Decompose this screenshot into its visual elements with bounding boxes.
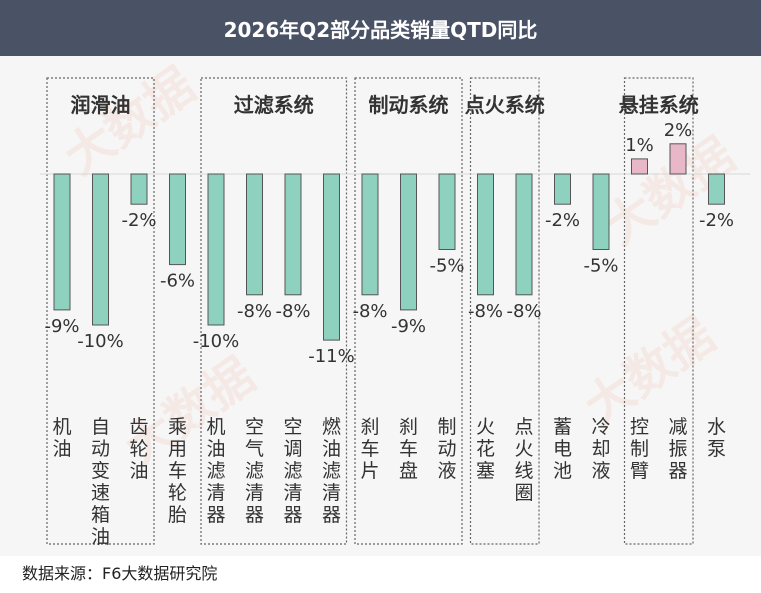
group-label: 制动系统 [369,93,449,117]
watermark-text: 大数据 [55,57,205,185]
category-label: 燃油滤清器 [322,416,341,526]
bar [323,173,340,341]
category-label: 机油 [52,416,71,460]
data-label: -8% [506,301,541,322]
bar [169,173,186,266]
bar [246,173,263,296]
source-note: 数据来源：F6大数据研究院 [22,564,218,583]
data-label: -8% [237,301,272,322]
data-label: -10% [77,331,124,352]
bar [438,173,456,250]
category-label: 乘用车轮胎 [168,416,187,526]
group-box [469,77,540,545]
data-label: -6% [160,271,195,292]
data-label: -2% [545,210,580,231]
category-label: 制动液 [437,416,456,482]
bar [284,173,302,296]
data-label: -5% [429,256,464,277]
data-label: -5% [583,256,618,277]
bar [400,173,417,311]
category-label: 减振器 [668,416,687,482]
bar [130,173,148,205]
bar [477,173,494,296]
bar [361,173,379,296]
bar [53,173,71,311]
group-box [200,77,348,545]
data-label: -9% [391,316,426,337]
category-label: 齿轮油 [129,416,148,482]
data-label: -8% [468,301,503,322]
category-label: 火花塞 [476,416,495,482]
data-label: -8% [275,301,310,322]
bar [669,143,687,175]
group-box [46,77,155,545]
group-label: 润滑油 [71,93,131,117]
category-label: 机油滤清器 [206,416,225,526]
category-label: 刹车盘 [399,416,418,482]
data-label: -2% [699,210,734,231]
data-label: 2% [664,120,693,141]
bar [554,173,571,205]
data-label: -2% [121,210,156,231]
category-label: 空调滤清器 [283,416,302,526]
chart-background [0,56,761,556]
group-box [354,77,463,545]
group-label: 悬挂系统 [619,93,699,117]
data-label: -10% [193,331,240,352]
category-label: 刹车片 [360,416,379,482]
data-label: -8% [352,301,387,322]
bar [207,173,225,326]
data-label: -11% [308,346,355,367]
data-label: 1% [625,135,654,156]
group-label: 点火系统 [465,93,545,117]
bar [92,173,109,326]
category-label: 空气滤清器 [245,416,264,526]
category-label: 点火线圈 [514,416,533,504]
bar [708,173,725,205]
chart-header: 2026年Q2部分品类销量QTD同比 [0,0,761,56]
bar [631,158,648,175]
category-label: 控制臂 [630,416,649,482]
data-label: -9% [44,316,79,337]
category-label: 冷却液 [591,416,610,482]
category-label: 水泵 [707,416,726,460]
chart-title: 2026年Q2部分品类销量QTD同比 [223,17,538,42]
group-label: 过滤系统 [234,93,314,117]
bar [515,173,533,296]
bar [592,173,610,250]
category-label: 自动变速箱油 [91,416,110,548]
group-box [623,77,694,545]
category-label: 蓄电池 [553,416,572,482]
